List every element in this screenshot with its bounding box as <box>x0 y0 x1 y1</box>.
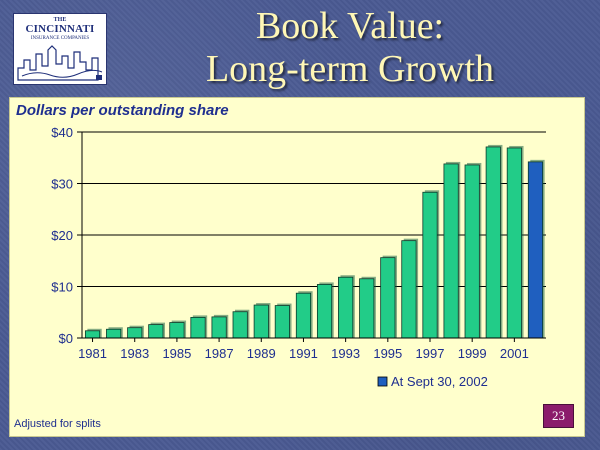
bar-1998 <box>443 163 459 339</box>
bar-sept-2002 <box>527 161 544 339</box>
x-tick-label: 1983 <box>120 346 149 361</box>
slide-title-line-1: Book Value: <box>255 5 445 47</box>
bar-1987 <box>211 316 227 339</box>
legend-label: At Sept 30, 2002 <box>391 374 488 389</box>
x-tick-label: 1997 <box>416 346 445 361</box>
bar-1996 <box>401 240 417 339</box>
bar-1981 <box>84 330 101 339</box>
bar-1982 <box>106 328 122 339</box>
y-tick-label: $40 <box>51 125 73 140</box>
bar-1994 <box>359 278 375 339</box>
legend-swatch <box>377 376 388 387</box>
company-logo: THE CINCINNATI INSURANCE COMPANIES <box>13 13 107 85</box>
y-tick-label: $30 <box>51 177 73 192</box>
logo-the-text: THE <box>53 17 67 23</box>
logo-sub-text: INSURANCE COMPANIES <box>30 36 90 41</box>
bar-1995 <box>380 257 396 339</box>
bar-1986 <box>190 316 206 339</box>
x-tick-label: 1991 <box>289 346 318 361</box>
x-tick-label: 2001 <box>500 346 529 361</box>
bar-1983 <box>127 327 143 339</box>
y-tick-label: $0 <box>59 331 73 346</box>
footnote: Adjusted for splits <box>14 418 101 430</box>
bar-1989 <box>253 304 269 339</box>
bar-2000 <box>485 146 501 339</box>
bar-2001 <box>506 147 522 339</box>
y-tick-label: $10 <box>51 280 73 295</box>
bar-1991 <box>295 292 312 339</box>
slide-title-line-2: Long-term Growth <box>205 48 495 90</box>
bar-1988 <box>232 311 248 339</box>
bar-1997 <box>422 191 438 339</box>
logo-name-text: CINCINNATI <box>25 23 95 35</box>
x-tick-label: 1987 <box>205 346 234 361</box>
x-tick-label: 1981 <box>78 346 107 361</box>
x-tick-label: 1995 <box>373 346 402 361</box>
bar-1984 <box>148 324 164 339</box>
bar-1993 <box>338 276 354 339</box>
y-tick-label: $20 <box>51 228 73 243</box>
bar-1992 <box>316 284 333 339</box>
bar-1990 <box>274 305 290 339</box>
skyline-icon <box>16 45 104 82</box>
bar-1999 <box>464 164 480 339</box>
page-number-badge: 23 <box>543 404 574 428</box>
chart-y-axis-title: Dollars per outstanding share <box>16 102 229 119</box>
x-tick-label: 1989 <box>247 346 276 361</box>
x-tick-label: 1993 <box>331 346 360 361</box>
x-tick-label: 1985 <box>162 346 191 361</box>
bar-1985 <box>169 322 185 339</box>
x-tick-label: 1999 <box>458 346 487 361</box>
